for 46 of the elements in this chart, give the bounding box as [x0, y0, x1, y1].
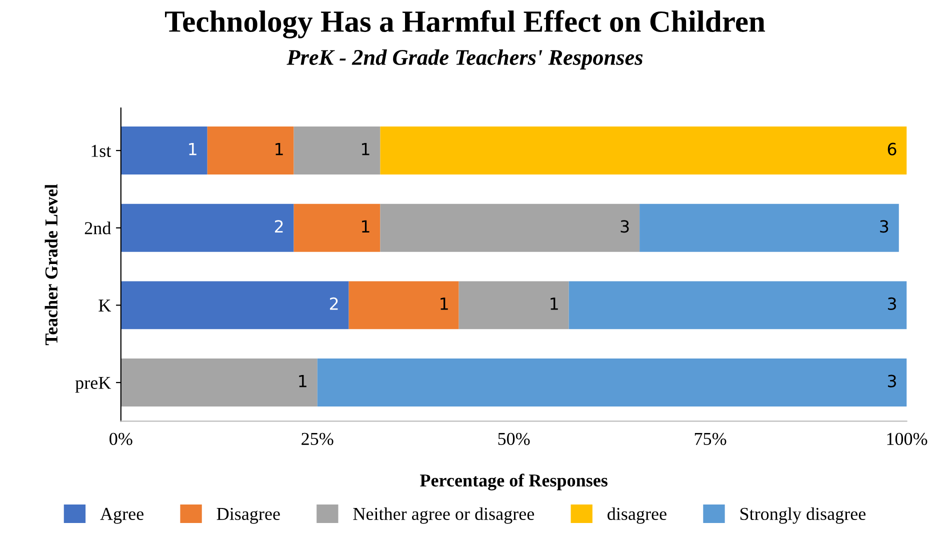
annotation: 3 — [880, 220, 888, 233]
bar — [120, 126, 208, 175]
y-tick-label: K — [98, 300, 111, 312]
bar — [380, 126, 907, 175]
x-tick-label: 25% — [302, 432, 334, 446]
annotation: 1 — [362, 142, 370, 156]
y-tick-label: 1st — [92, 144, 112, 157]
y-axis-title: Teacher Grade Level — [44, 184, 58, 346]
bar — [294, 204, 380, 252]
annotation: 1 — [550, 298, 558, 310]
legend-label: disagree — [608, 507, 666, 524]
x-tick-label: 50% — [498, 432, 530, 446]
x-axis-title: Percentage of Responses — [420, 474, 608, 490]
annotation: 1 — [276, 142, 283, 156]
x-tick-label: 0% — [110, 432, 132, 446]
bar — [348, 281, 459, 330]
legend-label: Neither agree or disagree — [353, 507, 534, 524]
annotation: 2 — [274, 220, 283, 232]
annotation: 1 — [299, 374, 306, 388]
bar — [380, 204, 640, 252]
legend-label: Disagree — [216, 508, 280, 524]
bar — [207, 126, 294, 175]
annotation: 2 — [330, 297, 338, 310]
bar — [640, 204, 899, 252]
bar — [458, 281, 569, 330]
chart-subtitle: PreK - 2nd Grade Teachers' Responses — [286, 49, 643, 70]
bar — [294, 126, 380, 175]
bar — [568, 281, 907, 330]
annotation: 1 — [440, 298, 448, 310]
chart-title: Technology Has a Harmful Effect on Children — [164, 10, 766, 38]
x-tick-label: 75% — [694, 432, 726, 446]
y-tick-label: 2nd — [84, 222, 111, 234]
y-tick-label: preK — [75, 376, 111, 393]
bar — [120, 358, 318, 407]
bar — [120, 204, 294, 252]
bar — [120, 281, 349, 330]
annotation: 3 — [620, 220, 629, 233]
bar — [317, 358, 907, 407]
legend-label: Agree — [100, 508, 144, 524]
annotation: 1 — [189, 142, 196, 156]
legend-label: Strongly disagree — [740, 507, 866, 524]
annotation: 3 — [888, 297, 896, 310]
annotation: 1 — [362, 220, 370, 232]
x-tick-label: 100% — [887, 432, 928, 446]
annotation: 6 — [888, 142, 896, 156]
annotation: 3 — [888, 374, 896, 388]
